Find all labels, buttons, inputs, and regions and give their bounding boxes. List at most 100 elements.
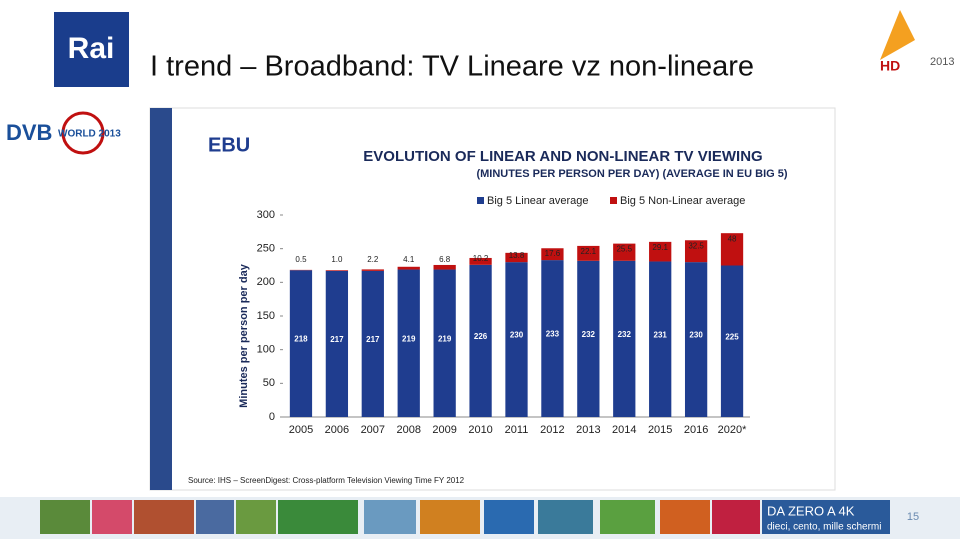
data-label: 1.0	[331, 255, 343, 264]
banner-subtitle: dieci, cento, mille schermi	[767, 522, 881, 533]
data-label: 219	[438, 334, 452, 343]
data-label: 25.5	[616, 245, 632, 254]
x-tick-label: 2009	[432, 424, 456, 436]
banner-image	[196, 500, 234, 534]
y-tick-label: 250	[257, 243, 275, 255]
data-label: 4.1	[403, 255, 415, 264]
bar-segment	[505, 252, 528, 263]
y-tick-label: 50	[263, 377, 275, 389]
bar-segment	[325, 270, 349, 271]
data-label: 233	[546, 330, 560, 339]
data-label: 230	[510, 331, 524, 340]
banner-image	[236, 500, 276, 534]
bar-segment	[361, 269, 384, 271]
rai-logo-text: Rai	[68, 32, 115, 65]
bar-segment	[433, 264, 456, 270]
bar-segment	[433, 269, 456, 417]
rai-logo	[54, 12, 129, 87]
x-tick-label: 2008	[396, 424, 420, 436]
chart-side-band	[150, 108, 172, 490]
x-tick-label: 2007	[361, 424, 385, 436]
banner-image	[92, 500, 132, 534]
banner-image	[134, 500, 194, 534]
chart-frame	[149, 107, 836, 491]
legend-swatch	[477, 197, 484, 204]
page-number: 15	[907, 511, 919, 523]
y-tick-label: 0	[269, 411, 275, 423]
brand: EBU	[208, 134, 250, 156]
x-tick-label: 2010	[468, 424, 492, 436]
x-tick-label: 2014	[612, 424, 636, 436]
hd-year: 2013	[930, 56, 954, 68]
data-label: 2.2	[367, 255, 379, 264]
x-tick-label: 2011	[505, 424, 529, 436]
bar-segment	[613, 243, 636, 261]
bar-segment	[649, 241, 672, 262]
data-label: 232	[582, 330, 596, 339]
banner-image	[538, 500, 593, 534]
banner-image	[40, 500, 90, 534]
dvb-logo: DVB	[6, 120, 52, 145]
x-tick-label: 2006	[325, 424, 349, 436]
dvb-ring	[61, 111, 105, 155]
data-label: 225	[725, 332, 739, 341]
data-label: 32.5	[688, 241, 704, 250]
bar-segment	[541, 248, 564, 261]
x-tick-label: 2005	[289, 424, 313, 436]
chart-title: EVOLUTION OF LINEAR AND NON-LINEAR TV VI…	[363, 148, 762, 165]
bar-segment	[684, 262, 708, 417]
banner-image	[484, 500, 534, 534]
data-label: 17.6	[545, 249, 561, 258]
y-tick-label: 300	[257, 209, 275, 221]
data-label: 218	[294, 335, 308, 344]
banner-image	[278, 500, 358, 534]
bar-segment	[577, 260, 600, 417]
y-tick-label: 200	[257, 276, 275, 288]
bar-segment	[577, 245, 600, 261]
bar-segment	[684, 240, 708, 263]
bar-segment	[541, 260, 564, 417]
x-tick-label: 2015	[648, 424, 672, 436]
x-tick-label: 2020*	[718, 424, 747, 436]
legend-label: Big 5 Non-Linear average	[620, 195, 745, 207]
banner-image	[660, 500, 710, 534]
banner-image	[420, 500, 480, 534]
data-label: 0.5	[295, 255, 307, 264]
bar-segment	[720, 233, 744, 266]
y-tick-label: 150	[257, 310, 275, 322]
x-tick-label: 2013	[576, 424, 600, 436]
bar-segment	[613, 260, 636, 417]
hd-logo-shape	[880, 10, 915, 60]
data-label: 13.8	[509, 251, 525, 260]
data-label: 231	[654, 330, 668, 339]
banner-box	[762, 500, 890, 534]
x-tick-label: 2012	[540, 424, 564, 436]
banner-image	[600, 500, 655, 534]
dvb-logo-sub: WORLD 2013	[58, 129, 121, 140]
legend-label: Big 5 Linear average	[487, 195, 589, 207]
bar-segment	[720, 265, 744, 417]
data-label: 232	[618, 330, 632, 339]
bar-segment	[397, 269, 420, 417]
y-axis-title: Minutes per person per day	[238, 263, 250, 408]
bar-segment	[397, 266, 420, 270]
y-tick-label: 100	[257, 344, 275, 356]
data-label: 48	[728, 234, 737, 243]
data-label: 29.1	[652, 243, 668, 252]
legend-swatch	[610, 197, 617, 204]
data-label: 217	[366, 335, 380, 344]
banner-title: DA ZERO A 4K	[767, 503, 855, 518]
data-label: 10.2	[473, 254, 489, 263]
plot: 0 50 100 150 200 250 300 Big 5 Linear average Bi…	[257, 195, 750, 436]
x-tick-label: 2016	[684, 424, 708, 436]
banner-image	[712, 500, 760, 534]
data-label: 22.1	[581, 247, 597, 256]
data-label: 230	[689, 331, 703, 340]
bar-segment	[361, 270, 384, 417]
data-label: 6.8	[439, 255, 451, 264]
data-label: 226	[474, 332, 488, 341]
source: Source: IHS – ScreenDigest: Cross-platfo…	[188, 476, 465, 485]
banner-image	[364, 500, 416, 534]
